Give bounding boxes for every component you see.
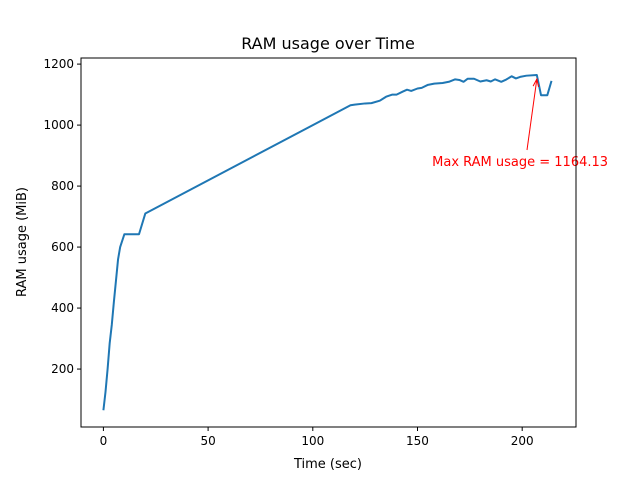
x-tick-label: 100 (301, 434, 324, 448)
y-tick-label: 400 (51, 301, 74, 315)
annotation-arrowhead-icon (532, 77, 540, 87)
x-tick-label: 0 (100, 434, 108, 448)
annotation-arrow (526, 78, 538, 151)
chart-title: RAM usage over Time (241, 34, 415, 53)
annotation-label: Max RAM usage = 1164.13 (432, 155, 608, 170)
x-tick-label: 200 (511, 434, 534, 448)
y-tick-label: 1200 (43, 57, 74, 71)
x-axis-label: Time (sec) (293, 457, 362, 472)
y-tick-label: 200 (51, 362, 74, 376)
y-tick-label: 800 (51, 179, 74, 193)
x-tick-label: 50 (200, 434, 215, 448)
y-tick-label: 1000 (43, 118, 74, 132)
series-line (102, 74, 553, 411)
y-axis-label: RAM usage (MiB) (15, 187, 30, 297)
y-tick-label: 600 (51, 240, 74, 254)
plot-frame (80, 57, 577, 428)
x-tick-label: 150 (406, 434, 429, 448)
